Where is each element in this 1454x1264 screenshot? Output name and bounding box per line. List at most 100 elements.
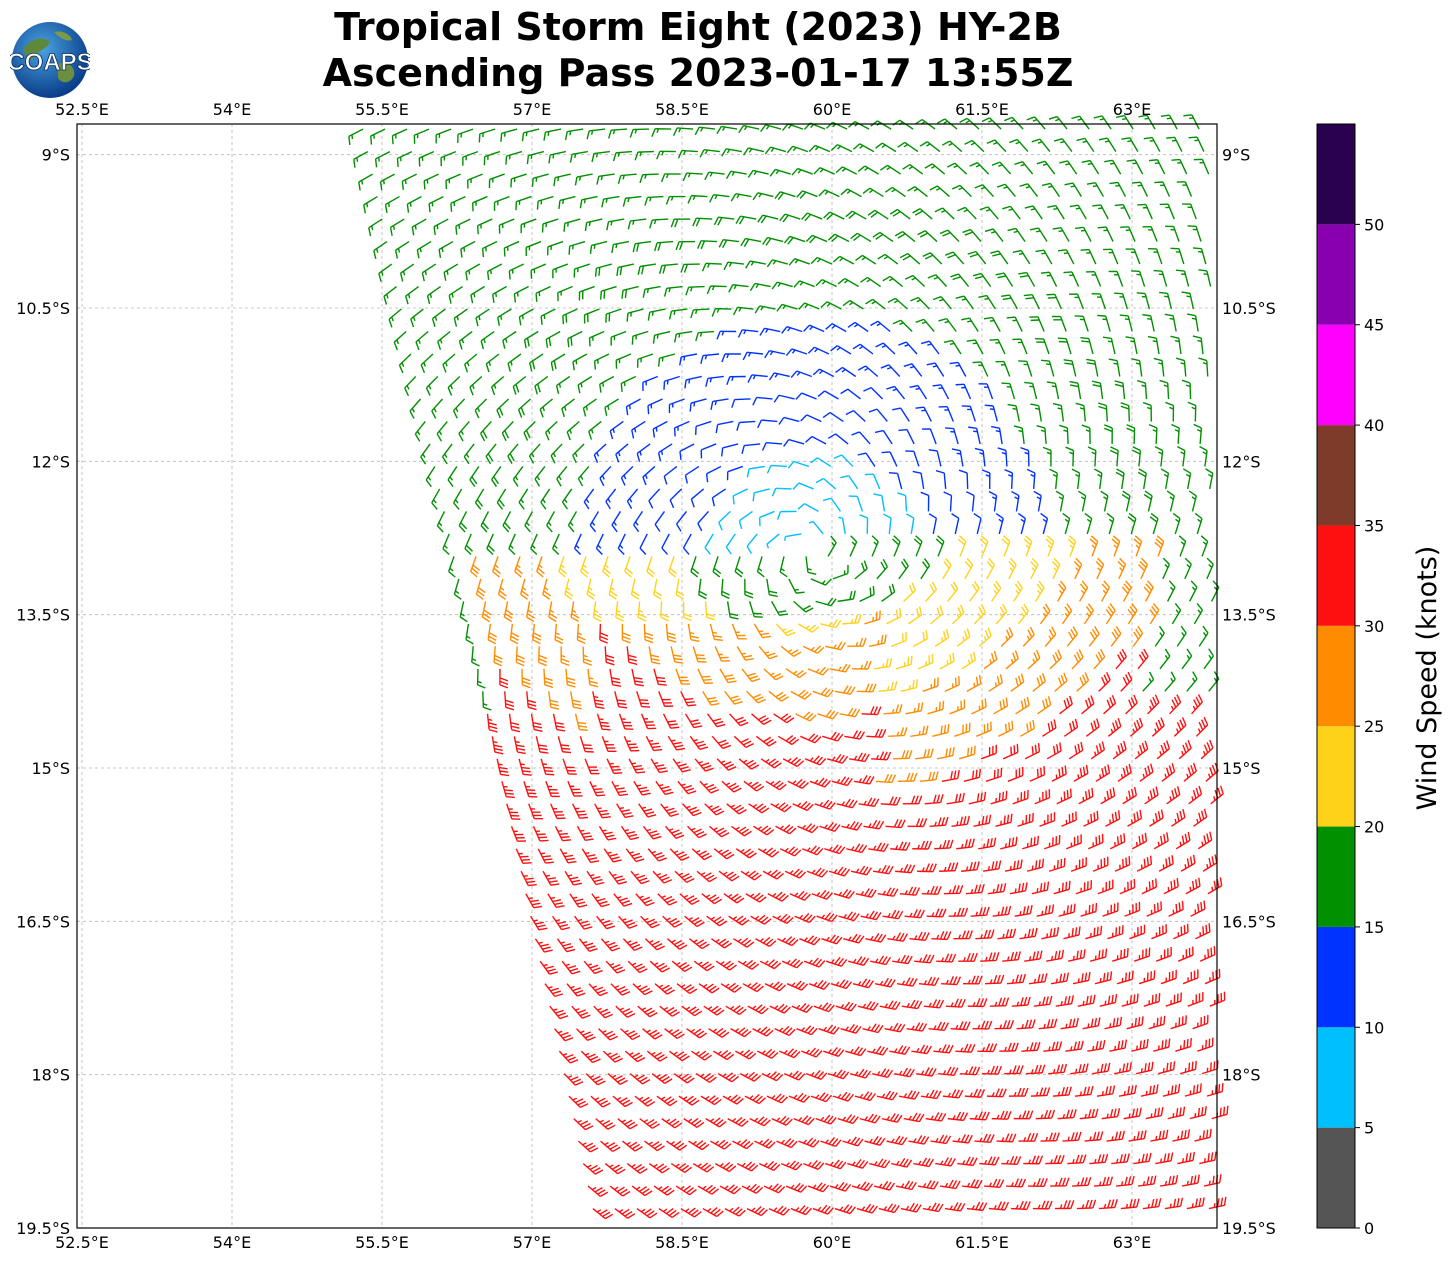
wind-barb <box>1000 627 1014 647</box>
wind-barb <box>913 535 923 557</box>
wind-barb <box>611 240 630 254</box>
wind-barb <box>878 681 898 693</box>
wind-barb <box>933 1044 954 1054</box>
wind-barb <box>644 1140 665 1152</box>
wind-barb <box>548 150 567 164</box>
wind-barb <box>788 258 811 266</box>
wind-barb <box>1155 1152 1174 1165</box>
wind-barb <box>805 556 817 576</box>
wind-barb <box>735 1049 757 1060</box>
wind-barb <box>881 583 896 602</box>
wind-barb <box>644 195 664 206</box>
wind-barb <box>1181 291 1195 310</box>
wind-barb <box>639 1118 661 1129</box>
wind-barb <box>981 469 991 489</box>
wind-barb <box>1053 880 1071 895</box>
wind-barb <box>648 646 661 665</box>
wind-barb <box>946 162 968 175</box>
wind-barb <box>949 361 967 377</box>
wind-barb <box>1150 1129 1169 1142</box>
wind-barb <box>843 933 865 944</box>
wind-barb <box>1016 1019 1036 1030</box>
wind-barb <box>916 1067 937 1077</box>
wind-barb <box>535 736 549 754</box>
wind-barb <box>458 511 468 533</box>
wind-barb <box>1165 225 1180 242</box>
wind-barb <box>944 1202 966 1212</box>
wind-barb <box>1100 490 1109 512</box>
wind-barb <box>928 449 942 467</box>
wind-barb <box>1184 1083 1202 1097</box>
wind-barb <box>1014 905 1033 917</box>
wind-barb <box>512 375 527 395</box>
wind-barb <box>796 190 818 199</box>
wind-barb <box>1092 204 1109 220</box>
wind-barb <box>675 578 685 600</box>
wind-barb <box>978 627 992 647</box>
wind-barb <box>599 465 612 487</box>
wind-barb <box>891 1158 913 1168</box>
wind-barb <box>827 233 850 243</box>
wind-barb <box>639 173 659 184</box>
wind-barb <box>513 736 526 755</box>
wind-barb <box>842 1136 864 1147</box>
wind-barb <box>980 952 1000 962</box>
wind-barb <box>474 398 488 419</box>
wind-barb <box>541 218 559 233</box>
wind-barb <box>1192 335 1204 355</box>
wind-barb <box>716 330 737 340</box>
wind-barb <box>871 535 879 557</box>
wind-barb <box>680 1207 702 1218</box>
wind-barb <box>961 651 977 670</box>
wind-barb <box>714 1161 737 1173</box>
wind-barb <box>863 819 885 830</box>
wind-barb <box>876 1090 898 1101</box>
wind-barb <box>718 510 731 531</box>
wind-barb <box>995 813 1013 827</box>
wind-barb <box>1203 648 1214 670</box>
wind-barb <box>706 713 726 728</box>
wind-barb <box>544 983 564 998</box>
wind-barb <box>1134 740 1149 760</box>
wind-barb <box>1000 836 1018 850</box>
wind-barb <box>947 1111 969 1122</box>
wind-barb <box>838 516 846 535</box>
wind-barb <box>798 623 820 633</box>
wind-barb <box>609 1185 631 1197</box>
wind-barb <box>880 796 901 806</box>
wind-barb <box>1157 1061 1176 1075</box>
wind-barb <box>851 1181 874 1192</box>
wind-barb <box>861 706 882 716</box>
wind-barb <box>724 690 743 705</box>
wind-barb <box>812 368 835 378</box>
wind-barb <box>829 1181 852 1192</box>
wind-barb <box>690 556 700 578</box>
wind-barb <box>631 330 649 345</box>
wind-barb <box>833 889 855 899</box>
wind-barb <box>502 330 517 349</box>
wind-barb <box>1046 949 1065 962</box>
wind-barb <box>763 1183 786 1194</box>
wind-barb <box>692 646 707 663</box>
wind-barb <box>810 457 832 468</box>
wind-barb <box>1163 878 1179 895</box>
wind-barb <box>905 702 924 715</box>
wind-barb <box>1103 248 1119 265</box>
wind-barb <box>543 128 562 141</box>
wind-barb <box>565 668 576 688</box>
wind-barb <box>702 690 720 706</box>
wind-barb <box>686 825 707 839</box>
wind-barb <box>1210 580 1220 602</box>
wind-barb <box>595 533 604 555</box>
wind-barb <box>966 339 984 355</box>
wind-barb <box>710 398 729 410</box>
wind-barb <box>972 361 989 377</box>
wind-barb <box>777 936 799 947</box>
wind-barb <box>731 825 752 837</box>
wind-barb <box>610 330 627 346</box>
wind-barb <box>1091 292 1107 310</box>
wind-barb <box>791 1002 813 1013</box>
wind-barb <box>1053 138 1073 153</box>
wind-barb <box>873 1180 896 1191</box>
colorbar-bin <box>1317 1127 1355 1228</box>
